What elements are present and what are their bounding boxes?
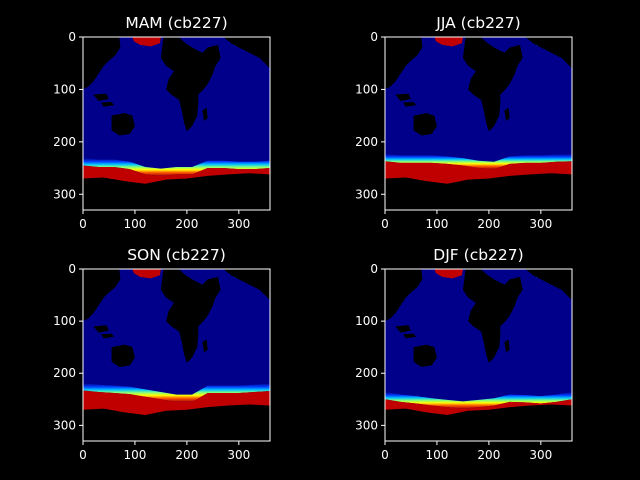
ice-edge-gradient [83,383,270,402]
y-tick-label: 0 [370,30,378,44]
axes-frame [384,268,573,442]
heatmap-image [385,269,572,441]
x-tick-label: 0 [381,448,389,462]
y-tick-label: 0 [68,262,76,276]
x-tick-label: 300 [227,217,250,231]
x-tick-label: 300 [529,448,552,462]
northern-sea-ice [132,37,161,47]
axes-frame [82,268,271,442]
y-tick-label: 300 [355,418,378,432]
x-tick-label: 0 [79,448,87,462]
x-tick-label: 100 [425,217,448,231]
y-tick-label: 100 [53,314,76,328]
x-tick-label: 200 [175,217,198,231]
y-tick-label: 200 [53,366,76,380]
ice-edge-gradient [385,153,572,170]
x-tick-label: 200 [477,448,500,462]
y-tick-label: 200 [355,366,378,380]
panel-4: DJF (cb227) 0 100 200 300 0 100 200 300 [355,246,573,462]
y-tick-label: 200 [355,135,378,149]
ice-edge-gradient [385,392,572,409]
northern-sea-ice [434,37,463,47]
y-tick-label: 100 [355,314,378,328]
panel-title: SON (cb227) [127,246,226,264]
panel-1: MAM (cb227) 0 100 200 300 0 100 200 300 [53,14,271,231]
panel-2: JJA (cb227) 0 100 200 300 0 100 200 300 [355,14,573,231]
y-tick-label: 100 [53,82,76,96]
y-tick-label: 0 [68,30,76,44]
panel-title: MAM (cb227) [125,14,227,32]
panel-3: SON (cb227) 0 100 200 300 0 100 200 300 [53,246,271,462]
x-tick-label: 0 [381,217,389,231]
panel-title: JJA (cb227) [435,14,520,32]
y-tick-label: 200 [53,135,76,149]
northern-sea-ice [434,269,463,279]
axes-frame [82,36,271,211]
x-tick-label: 0 [79,217,87,231]
y-tick-label: 300 [355,187,378,201]
heatmap-image [83,37,270,210]
y-tick-label: 300 [53,418,76,432]
x-tick-label: 300 [529,217,552,231]
x-tick-label: 100 [123,217,146,231]
panel-title: DJF (cb227) [433,246,523,264]
x-tick-label: 200 [477,217,500,231]
x-tick-label: 200 [175,448,198,462]
northern-sea-ice [132,269,161,279]
y-tick-label: 300 [53,187,76,201]
x-tick-label: 100 [425,448,448,462]
y-tick-label: 100 [355,82,378,96]
ice-edge-gradient [83,158,270,176]
y-tick-label: 0 [370,262,378,276]
axes-frame [384,36,573,211]
x-tick-label: 100 [123,448,146,462]
heatmap-image [385,37,572,210]
heatmap-image [83,269,270,441]
x-tick-label: 300 [227,448,250,462]
